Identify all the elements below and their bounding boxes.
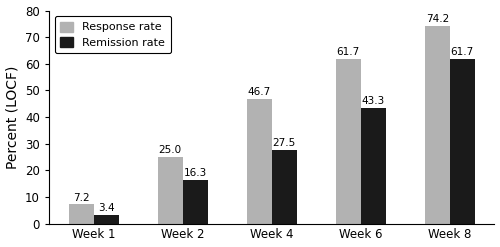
Y-axis label: Percent (LOCF): Percent (LOCF) [6,65,20,169]
Text: 61.7: 61.7 [336,47,360,57]
Text: 3.4: 3.4 [98,203,114,213]
Bar [68,205,94,224]
Text: 25.0: 25.0 [158,145,182,155]
Text: 7.2: 7.2 [73,193,90,203]
Bar [361,108,386,224]
Bar [450,59,475,224]
Text: 74.2: 74.2 [426,14,449,24]
Bar [247,99,272,224]
Bar [182,180,208,224]
Bar [425,26,450,224]
Bar [272,150,296,224]
Text: 46.7: 46.7 [248,87,271,97]
Bar [94,215,118,224]
Bar [336,59,361,224]
Text: 16.3: 16.3 [184,168,206,178]
Text: 27.5: 27.5 [272,139,296,148]
Text: 61.7: 61.7 [450,47,474,57]
Bar [158,157,182,224]
Text: 43.3: 43.3 [362,96,385,106]
Legend: Response rate, Remission rate: Response rate, Remission rate [54,16,171,53]
